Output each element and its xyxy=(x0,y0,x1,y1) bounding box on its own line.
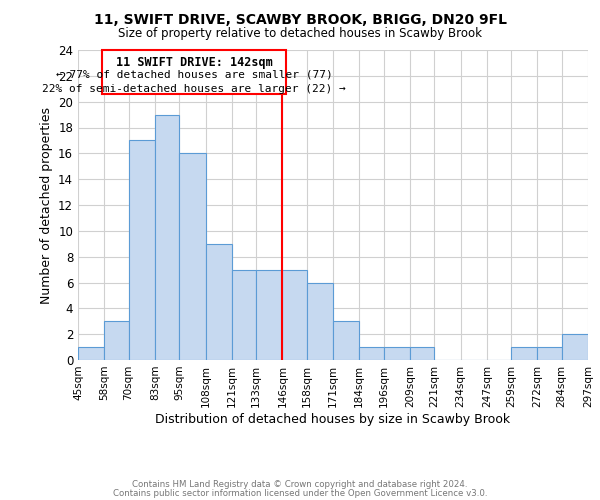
Bar xyxy=(102,50,286,94)
Bar xyxy=(232,270,256,360)
X-axis label: Distribution of detached houses by size in Scawby Brook: Distribution of detached houses by size … xyxy=(155,412,511,426)
Bar xyxy=(511,347,538,360)
Bar xyxy=(104,322,128,360)
Text: Contains public sector information licensed under the Open Government Licence v3: Contains public sector information licen… xyxy=(113,488,487,498)
Text: Contains HM Land Registry data © Crown copyright and database right 2024.: Contains HM Land Registry data © Crown c… xyxy=(132,480,468,489)
Bar xyxy=(256,270,283,360)
Y-axis label: Number of detached properties: Number of detached properties xyxy=(40,106,53,304)
Bar xyxy=(128,140,155,360)
Text: ← 77% of detached houses are smaller (77): ← 77% of detached houses are smaller (77… xyxy=(56,69,333,79)
Bar xyxy=(410,347,434,360)
Text: 11 SWIFT DRIVE: 142sqm: 11 SWIFT DRIVE: 142sqm xyxy=(116,56,273,69)
Text: Size of property relative to detached houses in Scawby Brook: Size of property relative to detached ho… xyxy=(118,28,482,40)
Bar xyxy=(205,244,232,360)
Bar xyxy=(333,322,359,360)
Text: 11, SWIFT DRIVE, SCAWBY BROOK, BRIGG, DN20 9FL: 11, SWIFT DRIVE, SCAWBY BROOK, BRIGG, DN… xyxy=(94,12,506,26)
Bar xyxy=(383,347,410,360)
Bar xyxy=(155,114,179,360)
Bar xyxy=(179,154,205,360)
Bar xyxy=(78,347,104,360)
Bar xyxy=(562,334,588,360)
Bar xyxy=(307,282,333,360)
Bar xyxy=(359,347,383,360)
Text: 22% of semi-detached houses are larger (22) →: 22% of semi-detached houses are larger (… xyxy=(43,84,346,94)
Bar xyxy=(538,347,562,360)
Bar xyxy=(283,270,307,360)
